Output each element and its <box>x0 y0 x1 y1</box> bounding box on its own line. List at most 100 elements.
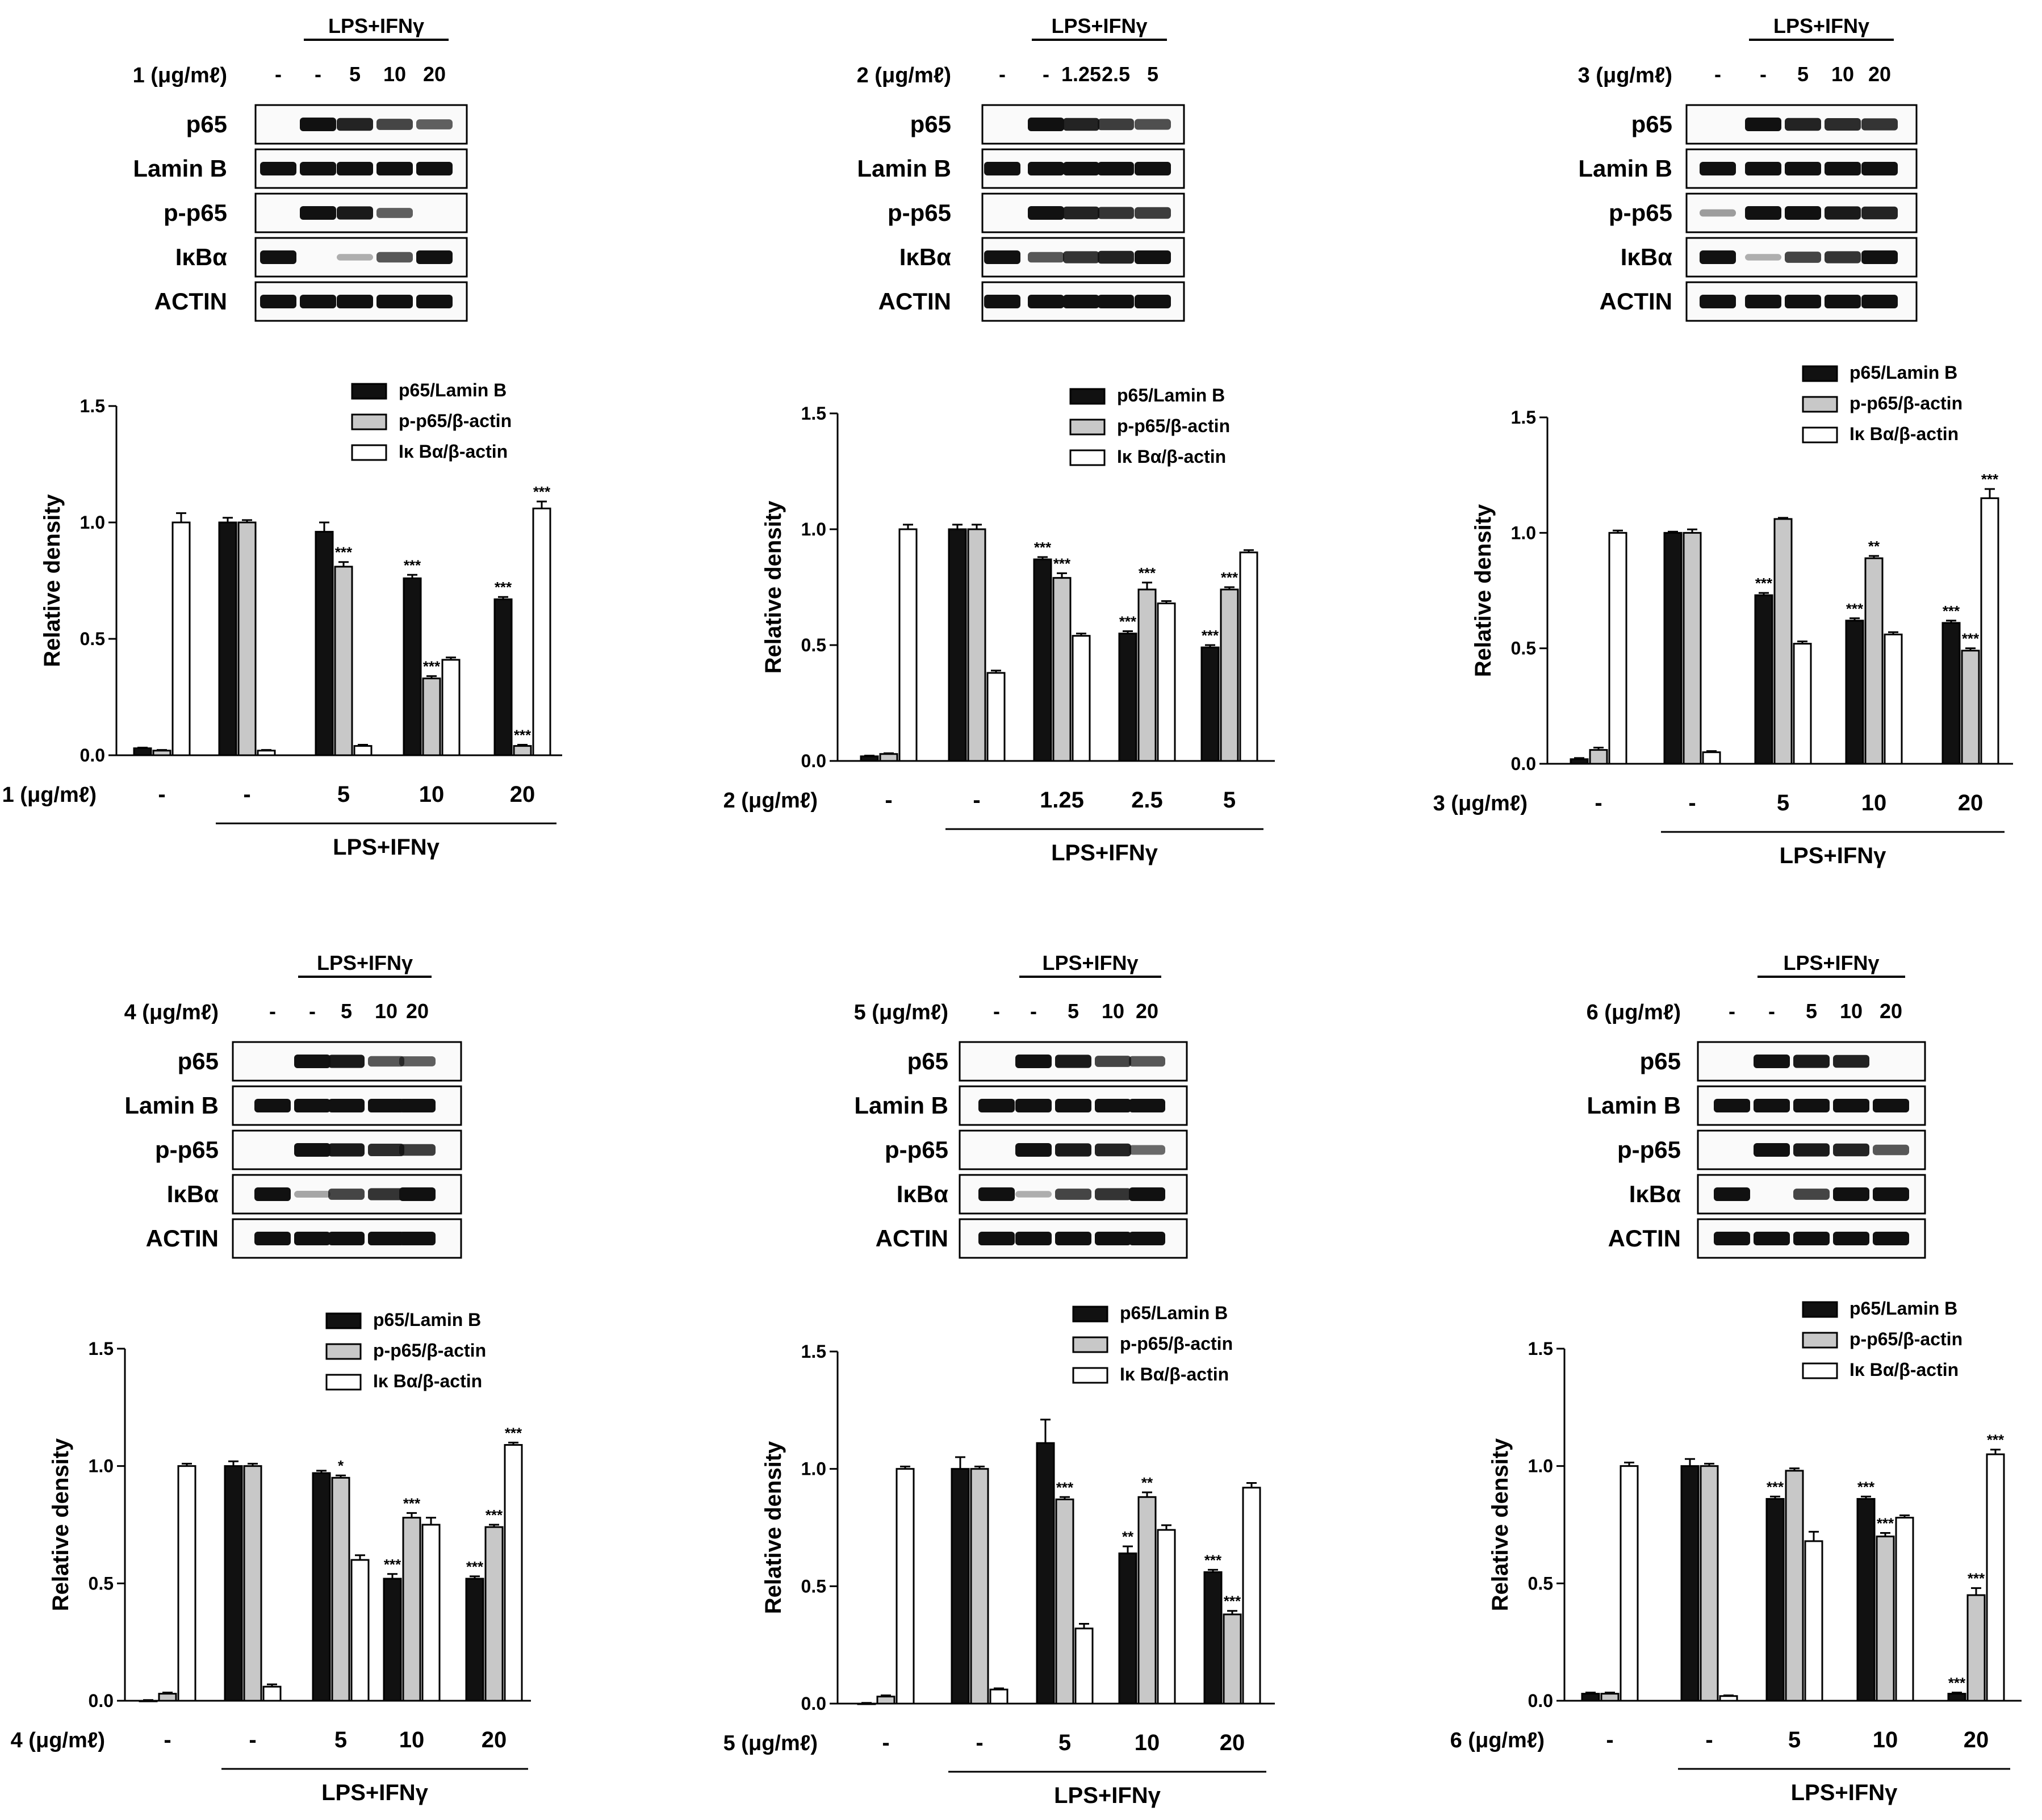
significance-mark: *** <box>404 557 421 574</box>
blot-row-label: IκBα <box>1629 1181 1681 1207</box>
blot-dose-label: 20 <box>423 62 446 86</box>
blot-dose-label: 1.25 <box>1061 62 1101 86</box>
blot-band <box>399 1056 436 1066</box>
blot-band <box>1015 1099 1052 1112</box>
blot-band <box>1098 250 1134 264</box>
blot-band <box>1825 206 1861 220</box>
blot-band <box>1793 1055 1830 1068</box>
bar <box>237 521 257 756</box>
blot-band <box>1793 1099 1830 1112</box>
y-tick-label: 1.0 <box>801 1459 826 1479</box>
bar <box>948 528 967 762</box>
blot-band <box>328 1232 365 1245</box>
x-tick-label: - <box>249 1727 256 1752</box>
blot-band <box>399 1232 436 1245</box>
bar <box>1157 603 1176 762</box>
blot-band <box>1754 1099 1790 1112</box>
significance-mark: *** <box>1034 539 1052 556</box>
x-tick-label: 20 <box>482 1727 507 1752</box>
x-tick-label: - <box>1688 790 1696 815</box>
blot-row-label: Lamin B <box>1587 1092 1681 1119</box>
legend-swatch <box>351 413 387 430</box>
blot-band <box>1063 206 1099 220</box>
y-tick-label: 1.0 <box>1528 1456 1553 1476</box>
blot-band <box>1095 1188 1131 1200</box>
blot-row-label: ACTIN <box>878 288 951 315</box>
y-tick-label: 1.0 <box>1511 522 1536 543</box>
y-tick-label: 1.0 <box>80 512 105 533</box>
bar <box>421 1524 441 1702</box>
significance-mark: *** <box>1119 613 1137 630</box>
blot-band <box>328 1143 365 1157</box>
blot-band <box>1700 250 1736 264</box>
blot-band <box>254 1232 291 1245</box>
blot-band <box>399 1144 436 1156</box>
blot-band <box>260 250 296 264</box>
blot-band <box>1135 162 1171 175</box>
legend-swatch <box>1069 449 1106 466</box>
significance-mark: *** <box>423 658 441 675</box>
y-tick-label: 1.0 <box>89 1456 114 1476</box>
significance-mark: *** <box>335 544 353 561</box>
blot-dose-label: - <box>1760 62 1767 86</box>
blot-row-label: ACTIN <box>876 1225 948 1252</box>
blot-band <box>1700 162 1736 175</box>
bar <box>1242 1487 1261 1705</box>
blot-band <box>368 1056 404 1067</box>
y-tick-label: 0.0 <box>801 1693 826 1714</box>
blot-dose-label: 2.5 <box>1102 62 1130 86</box>
blot-band <box>1095 1056 1131 1067</box>
bar <box>1754 594 1773 765</box>
legend-label: p65/Lamin B <box>399 380 507 400</box>
blot-dose-label: 20 <box>406 999 429 1023</box>
legend-swatch <box>325 1343 362 1360</box>
legend-swatch <box>1802 365 1838 382</box>
blot-band <box>1055 1232 1091 1245</box>
blot-band <box>337 206 373 220</box>
group-label: LPS+IFNγ <box>1051 840 1158 865</box>
blot-band <box>376 252 413 263</box>
bar <box>860 755 879 762</box>
legend-swatch <box>1072 1306 1108 1323</box>
blot-band <box>376 119 413 130</box>
blot-band <box>1861 118 1898 131</box>
blot-band <box>1135 207 1171 219</box>
significance-mark: *** <box>1221 569 1238 586</box>
blot-band <box>1714 1232 1750 1245</box>
legend-label: Iκ Bα/β-actin <box>1117 446 1226 467</box>
y-axis-label: Relative density <box>40 493 65 667</box>
significance-mark: *** <box>514 727 532 744</box>
significance-mark: *** <box>1968 1570 1985 1587</box>
blot-band <box>1873 1187 1909 1201</box>
blot-compound-label: 2 (μg/mℓ) <box>857 64 951 87</box>
y-tick-label: 1.5 <box>1511 407 1536 428</box>
bar <box>1620 1465 1639 1702</box>
blot-band <box>1754 1232 1790 1245</box>
bar <box>967 528 986 762</box>
blot-band <box>416 162 453 175</box>
blot-band <box>1745 162 1781 175</box>
bar <box>484 1526 504 1702</box>
blot-band <box>294 1143 330 1157</box>
y-axis-label: Relative density <box>1488 1438 1513 1611</box>
bar <box>152 750 171 756</box>
blot-band <box>1873 1232 1909 1245</box>
bar <box>1765 1498 1785 1702</box>
y-tick-label: 1.5 <box>89 1338 114 1359</box>
blot-band <box>1028 206 1064 220</box>
blot-row-label: p-p65 <box>885 1136 948 1163</box>
y-axis-label: Relative density <box>761 500 786 673</box>
x-tick-label: 20 <box>1958 790 1984 815</box>
bar <box>1680 1465 1700 1702</box>
bar <box>262 1685 282 1702</box>
significance-mark: *** <box>1139 564 1156 581</box>
blot-band <box>1833 1055 1869 1068</box>
significance-mark: *** <box>1846 600 1864 617</box>
bar <box>1986 1453 2005 1702</box>
bar <box>1980 497 1999 765</box>
bar <box>1074 1627 1094 1705</box>
significance-mark: ** <box>1141 1474 1153 1491</box>
blot-band <box>1055 1189 1091 1200</box>
x-tick-label: - <box>1595 790 1602 815</box>
